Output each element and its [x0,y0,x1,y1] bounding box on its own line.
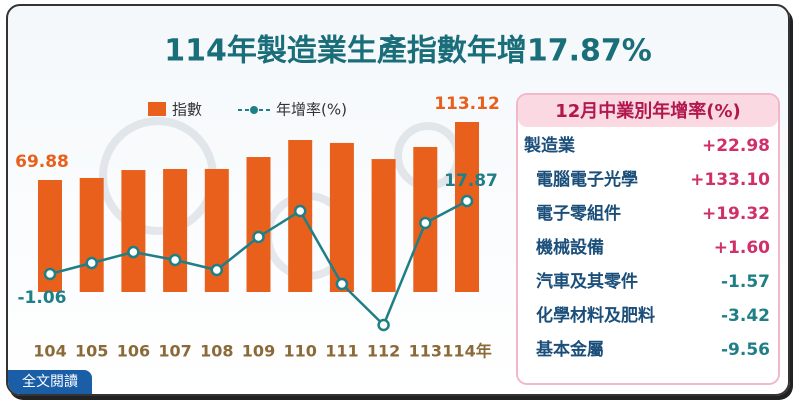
line-point [85,256,98,270]
infographic: 114年製造業生產指數年增17.87% 12月中業別年增率(%) 指數 年增率(%… [6,4,790,396]
chart: 114年製造業生產指數年增17.87% 12月中業別年增率(%) 指數 年增率(%… [15,34,780,385]
line-point [43,267,57,281]
line-point [210,263,224,277]
table-panel [516,93,780,385]
data-label: 113.12 [434,94,500,114]
table-cell: +22.98 [702,136,770,156]
table-cell: 電腦電子光學 [536,169,638,190]
bar [246,157,271,292]
bar [163,168,188,292]
full-text-button[interactable]: 全文閱讀 [8,370,92,394]
table-cell: 電子零組件 [536,203,621,224]
table-cell: 製造業 [523,135,575,156]
bar [329,142,354,292]
data-label: 69.88 [15,152,69,172]
x-tick-label: 111 [325,342,358,361]
line-point [127,245,140,259]
table-cell: -9.56 [721,340,770,360]
table-cell: -3.42 [721,306,770,326]
line-point [460,194,474,208]
line-point [419,216,432,230]
table-cell: 汽車及其零件 [536,271,638,292]
x-tick-label: 104 [33,342,66,361]
x-tick-label: 114年 [442,342,491,361]
x-tick-label: 108 [200,342,233,361]
legend-swatch [250,106,258,114]
table-cell: +1.60 [714,238,770,258]
table-cell: +19.32 [702,204,770,224]
line-point [335,277,349,291]
legend-label: 年增率(%) [276,101,347,119]
table-cell: 機械設備 [536,237,604,258]
line-point [293,204,307,218]
x-tick-label: 113 [409,342,442,361]
bar [371,159,396,292]
chart-title: 114年製造業生產指數年增17.87% [164,34,652,69]
table-header [518,95,778,127]
x-tick-label: 112 [367,342,400,361]
x-tick-label: 110 [283,342,316,361]
line-point [252,230,265,244]
legend-label: 指數 [172,101,202,119]
x-tick-label: 109 [242,342,275,361]
bar [121,170,146,292]
decor [99,117,462,280]
x-tick-label: 105 [75,342,108,361]
x-tick-label: 107 [158,342,191,361]
data-label: -1.06 [18,288,67,308]
line-point [168,253,182,267]
bar [79,177,104,292]
table-cell: -1.57 [721,272,770,292]
line-point [377,318,390,332]
table-cell: 化學材料及肥料 [536,305,655,326]
table-cell: +133.10 [690,170,770,190]
x-tick-label: 106 [117,342,150,361]
data-label: 17.87 [444,171,498,191]
legend-swatch [148,102,166,116]
table-cell: 基本金屬 [535,339,604,360]
table-title: 12月中業別年增率(%) [555,100,741,122]
